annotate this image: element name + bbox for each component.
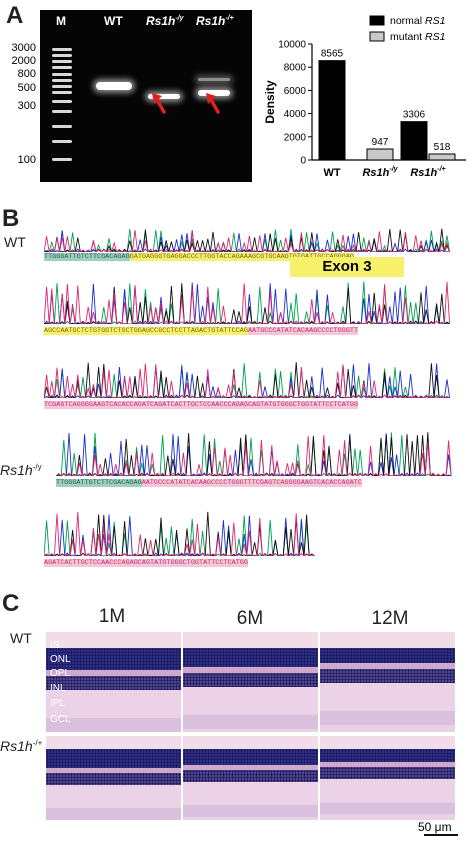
ladder-label: 3000 (11, 42, 36, 54)
sequence-strip: TCGAGTCAGGGGAAGTCACACCAGATCAGATCACTTGCTC… (44, 401, 359, 409)
y-tick-label: 6000 (284, 86, 307, 97)
chromatogram-trace (44, 281, 451, 324)
ladder-band (52, 79, 72, 82)
bar-value-label: 518 (434, 142, 451, 153)
retina-layer-label: OPL (50, 668, 71, 679)
ladder-band (52, 60, 72, 63)
ladder-band (52, 48, 72, 51)
scale-bar (424, 834, 458, 836)
legend-label: normal RS1 (390, 15, 445, 27)
y-tick-label: 0 (300, 156, 306, 167)
bar (318, 60, 346, 161)
y-axis-label: Density (263, 80, 277, 124)
ladder-band (52, 125, 72, 128)
ladder-band (52, 91, 72, 94)
gel-band-rs1h-y (148, 94, 180, 99)
gel-band-rs1h-plus-upper (198, 78, 230, 81)
bar (428, 153, 456, 161)
gel-lane-label-m: M (56, 14, 66, 28)
retina-layer-label: IPL (50, 698, 66, 709)
ladder-band (52, 140, 72, 143)
bar (366, 148, 394, 161)
ladder-label: 2000 (11, 55, 36, 67)
ladder-band (52, 158, 72, 161)
ladder-band (52, 110, 72, 113)
chromatogram-trace (44, 228, 451, 252)
retina-layer-label: ONL (50, 654, 71, 665)
gel-band-rs1h-plus-lower (198, 90, 230, 96)
chromatogram-trace (44, 511, 315, 556)
sequence-strip: AGCCAATGCTCTGTGGTCTGCTGGAGCCGCCTCCTTAGAC… (44, 327, 359, 335)
seq-row-label-wt: WT (4, 234, 26, 250)
ladder-band (52, 100, 72, 103)
chromatogram-trace (44, 362, 451, 398)
ladder-band (52, 73, 72, 76)
bar (400, 121, 428, 161)
ladder-band (52, 85, 72, 88)
chromatogram-trace (56, 432, 452, 476)
age-label-12m: 12M (371, 608, 409, 629)
agarose-gel-image: M WT Rs1h-/y Rs1h-/+ (40, 10, 252, 182)
x-tick-label: WT (323, 167, 340, 179)
panel-letter-b: B (2, 205, 20, 232)
y-tick-label: 8000 (284, 63, 307, 74)
gel-lane-label-rs1h-plus: Rs1h-/+ (196, 14, 234, 28)
retina-histology-image (46, 736, 181, 820)
y-tick-label: 10000 (278, 40, 306, 51)
red-arrow-icon (152, 93, 166, 114)
scale-bar-label: 50 μm (418, 820, 452, 834)
gel-band-wt (96, 82, 132, 90)
ladder-label: 300 (17, 100, 36, 112)
exon-3-label: Exon 3 (290, 257, 404, 277)
density-bar-chart: 0 2000 4000 6000 8000 10000 Density 8565 947 330… (263, 15, 466, 179)
legend-label: mutant RS1 (390, 31, 445, 43)
retina-histology-image (320, 632, 455, 732)
histology-row-label-mutant: Rs1h-/+ (0, 738, 43, 754)
y-tick-label: 2000 (284, 132, 307, 143)
retina-histology-image (183, 632, 318, 732)
retina-layer-label: GCL (50, 714, 71, 725)
retina-histology-image (183, 736, 318, 820)
retina-layer-label: INL (50, 683, 66, 694)
legend-swatch (369, 31, 385, 42)
bar-value-label: 947 (372, 137, 389, 148)
retina-histology-image (46, 632, 181, 732)
x-tick-label: Rs1h-/+ (410, 166, 445, 179)
bar-value-label: 3306 (403, 110, 426, 121)
sequence-strip: TTGGGATTGTCTTCGACAGAGGATGAGGGTGAGGACCCTT… (44, 253, 354, 261)
retina-layer-label: IS (50, 640, 60, 651)
x-tick-label: Rs1h-/y (362, 166, 398, 179)
red-arrow-icon (206, 93, 220, 114)
ladder-label: 800 (17, 68, 36, 80)
ladder-label: 500 (17, 82, 36, 94)
gel-lane-label-wt: WT (104, 14, 123, 28)
sequence-strip: TTGGGATTGTCTTCGACAGAGAATGCCCATATCACAAGCC… (56, 479, 362, 487)
y-tick-label: 4000 (284, 109, 307, 120)
panel-letter-a: A (6, 2, 24, 29)
sequence-strip: AGATCACTTGCTCCAACCCAGAGCAGTATGTGGGCTGGTA… (44, 559, 248, 567)
bar-value-label: 8565 (321, 49, 344, 60)
legend-swatch (369, 15, 385, 26)
age-label-6m: 6M (236, 608, 264, 629)
age-label-1m: 1M (98, 606, 126, 627)
ladder-label: 100 (17, 154, 36, 166)
gel-lane-label-rs1h-y: Rs1h-/y (146, 14, 184, 28)
seq-row-label-mutant: Rs1h-/y (0, 462, 42, 478)
ladder-band (52, 66, 72, 69)
ladder-band (52, 54, 72, 57)
panel-letter-c: C (2, 590, 20, 617)
histology-row-label-wt: WT (10, 630, 32, 646)
retina-histology-image (320, 736, 455, 820)
